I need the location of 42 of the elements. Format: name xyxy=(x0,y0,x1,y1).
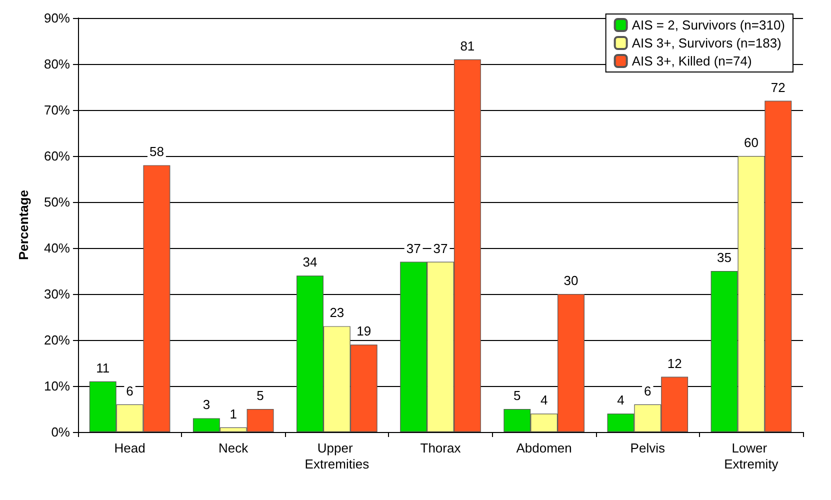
y-tick-label: 30% xyxy=(44,286,70,302)
data-label: 34 xyxy=(302,254,318,270)
y-tick-label: 90% xyxy=(44,10,70,26)
y-axis-title: Percentage xyxy=(16,190,31,260)
data-label: 5 xyxy=(256,388,264,403)
y-tick-label: 0% xyxy=(51,424,70,440)
x-tick-label: Head xyxy=(114,440,146,456)
data-label: 37 xyxy=(433,240,448,256)
x-tick-label: Upper Extremities xyxy=(304,440,370,472)
data-label: 11 xyxy=(96,360,110,376)
data-label: 35 xyxy=(717,250,732,265)
data-label: 19 xyxy=(356,324,372,339)
data-label: 3 xyxy=(202,397,210,412)
data-label: 6 xyxy=(126,383,134,398)
data-label: 4 xyxy=(617,392,624,408)
data-label: 1 xyxy=(230,406,237,422)
data-label: 4 xyxy=(540,392,548,408)
y-tick-label: 10% xyxy=(44,378,70,394)
x-tick-label: Pelvis xyxy=(630,440,666,456)
legend-label: AIS 3+, Survivors (n=183) xyxy=(632,36,782,50)
legend-label: AIS = 2, Survivors (n=310) xyxy=(632,18,786,32)
y-tick-label: 70% xyxy=(44,102,70,118)
data-label: 60 xyxy=(744,135,758,150)
data-label: 6 xyxy=(644,383,652,398)
data-label: 81 xyxy=(460,38,475,54)
legend-label: AIS 3+, Killed (n=74) xyxy=(632,54,752,68)
x-tick-label: Neck xyxy=(218,440,249,456)
y-tick-label: 60% xyxy=(44,148,70,164)
y-tick-label: 20% xyxy=(44,332,70,348)
data-label: 30 xyxy=(564,273,578,288)
y-tick-label: 50% xyxy=(44,194,70,210)
data-label: 37 xyxy=(406,240,421,256)
y-tick-label: 40% xyxy=(44,240,70,256)
x-tick-label: Lower Extremity xyxy=(724,440,779,472)
x-tick-label: Abdomen xyxy=(516,440,572,456)
data-label: 12 xyxy=(667,356,682,371)
y-tick-label: 80% xyxy=(44,56,70,72)
data-label: 5 xyxy=(514,388,521,403)
data-label: 58 xyxy=(149,144,164,160)
data-label: 72 xyxy=(770,80,786,95)
data-label: 23 xyxy=(330,305,344,320)
x-tick-label: Thorax xyxy=(420,440,462,456)
